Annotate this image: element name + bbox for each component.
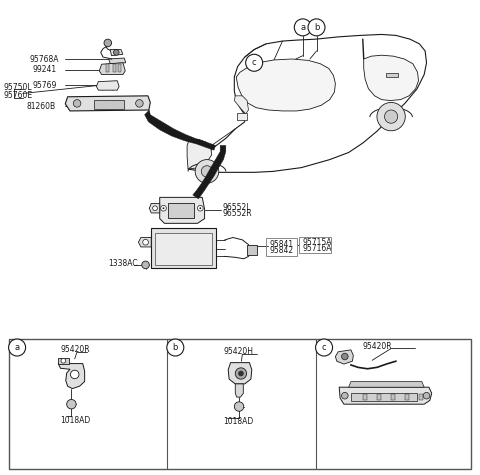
Text: 96552R: 96552R <box>222 209 252 218</box>
Text: 1018AD: 1018AD <box>224 417 254 426</box>
Circle shape <box>377 103 405 131</box>
Circle shape <box>423 392 430 399</box>
Bar <box>113 64 116 72</box>
Polygon shape <box>364 55 419 101</box>
Polygon shape <box>144 110 216 150</box>
Circle shape <box>234 402 244 411</box>
Circle shape <box>342 392 348 399</box>
Polygon shape <box>193 145 226 199</box>
Circle shape <box>342 353 348 360</box>
Bar <box>237 114 247 120</box>
Text: 95768A: 95768A <box>30 55 60 64</box>
Text: b: b <box>173 343 178 352</box>
Polygon shape <box>235 384 243 397</box>
Polygon shape <box>234 96 249 114</box>
Text: 95842: 95842 <box>269 246 293 255</box>
Circle shape <box>246 54 263 71</box>
Polygon shape <box>149 203 160 213</box>
Polygon shape <box>110 49 123 56</box>
Bar <box>168 202 194 218</box>
Circle shape <box>201 166 213 177</box>
Bar <box>94 100 124 109</box>
Text: 95420H: 95420H <box>224 347 253 356</box>
Bar <box>363 394 367 400</box>
Polygon shape <box>348 381 424 387</box>
Circle shape <box>113 49 119 55</box>
Text: 95750L: 95750L <box>4 83 33 92</box>
Bar <box>9 339 471 469</box>
Circle shape <box>384 110 398 123</box>
Text: 99241: 99241 <box>32 66 56 75</box>
Circle shape <box>67 399 76 409</box>
Text: 95716A: 95716A <box>303 244 332 253</box>
Circle shape <box>167 339 184 356</box>
Text: 96552L: 96552L <box>222 203 251 212</box>
Text: 95760E: 95760E <box>4 91 33 100</box>
Polygon shape <box>336 350 353 364</box>
Polygon shape <box>99 63 125 75</box>
Circle shape <box>163 207 165 209</box>
Circle shape <box>153 206 157 210</box>
Circle shape <box>104 39 111 47</box>
Bar <box>377 394 381 400</box>
Circle shape <box>238 370 244 376</box>
Circle shape <box>195 160 219 183</box>
Circle shape <box>315 339 333 356</box>
Circle shape <box>142 261 149 269</box>
Polygon shape <box>187 139 212 169</box>
Text: 95420R: 95420R <box>363 342 393 351</box>
Bar <box>247 245 256 256</box>
Circle shape <box>9 339 25 356</box>
Text: 81260B: 81260B <box>26 102 56 111</box>
Circle shape <box>235 368 247 379</box>
Polygon shape <box>188 35 427 172</box>
Circle shape <box>199 207 201 209</box>
Circle shape <box>61 359 66 363</box>
Polygon shape <box>236 59 336 111</box>
Text: b: b <box>314 23 319 32</box>
Polygon shape <box>58 363 84 389</box>
Text: c: c <box>252 58 256 67</box>
Bar <box>118 64 121 72</box>
Circle shape <box>143 239 148 245</box>
Circle shape <box>71 370 79 379</box>
Polygon shape <box>228 362 252 384</box>
Circle shape <box>197 205 203 211</box>
Bar <box>299 237 331 253</box>
Text: 1338AC: 1338AC <box>108 259 137 268</box>
Polygon shape <box>151 228 216 268</box>
Circle shape <box>161 205 167 211</box>
Bar <box>405 394 409 400</box>
Text: 1018AD: 1018AD <box>60 416 91 425</box>
Text: 95420R: 95420R <box>60 345 90 354</box>
Bar <box>391 394 395 400</box>
Text: 95769: 95769 <box>32 81 57 90</box>
Text: c: c <box>322 343 326 352</box>
Text: 95841: 95841 <box>269 239 293 248</box>
Polygon shape <box>109 58 126 64</box>
Bar <box>266 238 297 256</box>
Circle shape <box>136 100 143 107</box>
Polygon shape <box>65 96 150 111</box>
Polygon shape <box>58 358 69 363</box>
Polygon shape <box>138 238 151 247</box>
Bar <box>107 64 109 72</box>
Circle shape <box>73 100 81 107</box>
Bar <box>155 233 212 265</box>
Polygon shape <box>339 387 432 404</box>
Text: a: a <box>300 23 305 32</box>
Polygon shape <box>160 197 204 223</box>
Bar <box>386 73 398 77</box>
Text: a: a <box>14 343 20 352</box>
Bar <box>420 394 423 400</box>
Polygon shape <box>96 81 119 90</box>
Bar <box>351 393 417 401</box>
Circle shape <box>308 19 325 36</box>
Text: 95715A: 95715A <box>303 238 332 247</box>
Circle shape <box>294 19 312 36</box>
